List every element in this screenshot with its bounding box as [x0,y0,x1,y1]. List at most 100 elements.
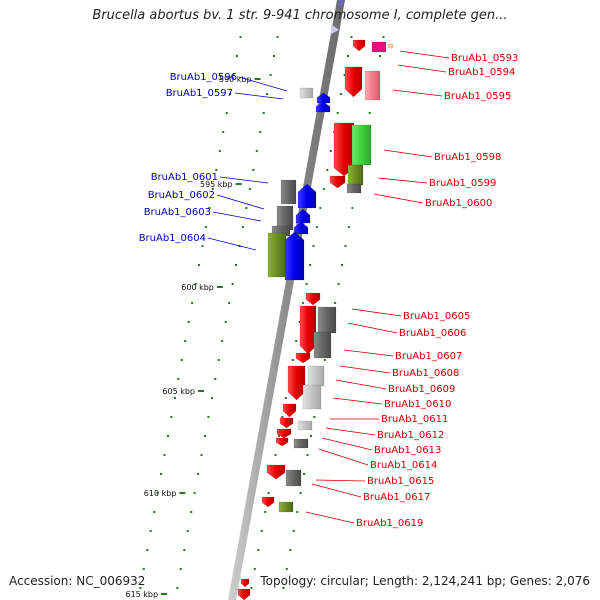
guide-dot [176,587,179,589]
guide-dot [173,397,176,399]
gene-label-reverse[interactable]: BruAb1_0596 [170,72,237,83]
guide-dot [336,112,339,114]
leader-line [305,511,355,524]
gene-arrow-forward [305,292,321,306]
guide-dot [201,245,204,247]
guide-dot [204,226,207,228]
guide-dot [222,131,225,133]
guide-dot [214,378,217,380]
feature-block [346,183,362,194]
feature-block [297,420,313,431]
leader-line [315,479,366,482]
gene-label-reverse[interactable]: BruAb1_0597 [166,88,233,99]
guide-dot [149,530,152,532]
guide-dot [285,568,288,570]
guide-dot [343,74,346,76]
guide-dot [382,36,385,38]
gene-label-forward[interactable]: BruAb1_0613 [374,445,441,456]
guide-dot [253,568,256,570]
leader-line [399,50,450,59]
gene-label-forward[interactable]: BruAb1_0593 [451,53,518,64]
gene-arrow-forward [282,403,297,418]
guide-dot [309,264,311,266]
guide-dot [156,492,159,494]
guide-dot [337,283,340,285]
gene-label-forward[interactable]: BruAb1_0614 [370,460,437,471]
gene-label-reverse[interactable]: BruAb1_0602 [148,190,215,201]
guide-dot [208,207,211,209]
guide-dot [274,454,277,456]
guide-dot [239,36,242,38]
guide-dot [184,340,187,342]
guide-dot [269,74,272,76]
gene-arrow-forward [295,352,311,364]
gene-label-forward[interactable]: BruAb1_0605 [403,311,470,322]
feature-block [278,501,294,513]
gene-label-forward[interactable]: BruAb1_0595 [444,91,511,102]
gene-label-forward[interactable]: BruAb1_0610 [384,399,451,410]
guide-dot [312,245,315,247]
gene-label-reverse[interactable]: BruAb1_0603 [144,207,211,218]
guide-dot [200,454,203,456]
gene-label-forward[interactable]: BruAb1_0608 [392,368,459,379]
leader-line [377,177,428,184]
guide-dot [351,207,354,209]
leader-line [347,322,398,334]
gene-label-forward[interactable]: BruAb1_0606 [399,328,466,339]
feature-block [299,87,314,99]
gene-arrow-forward [240,578,250,588]
gene-label-forward[interactable]: BruAb1_0611 [381,414,448,425]
guide-dot [225,112,228,114]
guide-dot [217,359,220,361]
guide-dot [305,283,308,285]
gene-label-forward[interactable]: BruAb1_0600 [425,198,492,209]
leader-line [234,92,284,100]
gene-arrow-forward [344,66,363,98]
feature-block [293,438,309,449]
guide-dot [260,530,263,532]
guide-dot [329,150,332,152]
scale-label: 595 kbp [200,180,233,189]
guide-dot [160,473,163,475]
gene-label-forward[interactable]: BruAb1_0619 [356,518,423,529]
gene-label-reverse[interactable]: BruAb1_0604 [139,233,206,244]
gene-label-forward[interactable]: BruAb1_0607 [395,351,462,362]
gene-glyphs [237,39,394,600]
gene-label-forward[interactable]: BruAb1_0598 [434,152,501,163]
gene-arrow-forward [287,365,306,401]
gene-label-forward[interactable]: BruAb1_0617 [363,492,430,503]
gene-label-reverse[interactable]: BruAb1_0601 [151,172,218,183]
leader-line [332,397,383,405]
feature-block [387,43,394,49]
gene-label-forward[interactable]: BruAb1_0612 [377,430,444,441]
gene-labels: BruAb1_0593 BruAb1_0594 BruAb1_0595 BruAb1_… [139,50,518,529]
leader-line [339,365,391,374]
guide-dot [193,492,196,494]
guide-dot [315,226,318,228]
guide-dot [228,302,231,304]
gene-label-forward[interactable]: BruAb1_0615 [367,476,434,487]
guide-dot [266,93,269,95]
gene-label-forward[interactable]: BruAb1_0594 [448,67,515,78]
gene-label-forward[interactable]: BruAb1_0609 [388,384,455,395]
gene-arrow-forward [352,39,366,52]
guide-dot [267,492,270,494]
scale-tick [179,492,186,494]
guide-dot [257,549,260,551]
guide-dot [139,587,142,589]
accession-text: Accession: NC_006932 [9,574,146,588]
feature-block [285,469,302,487]
guide-dots [139,36,385,589]
scale-label: 600 kbp [181,283,214,292]
guide-dot [306,454,309,456]
chromosome-backbone [228,0,345,600]
gene-label-forward[interactable]: BruAb1_0599 [429,178,496,189]
guide-dot [273,55,275,57]
guide-dot [191,302,194,304]
feature-block [351,124,372,166]
gene-arrow-forward [266,464,286,480]
leader-line [335,379,387,390]
gene-arrow-reverse [295,208,311,224]
leader-line [392,89,443,97]
gene-arrow-reverse [315,101,331,113]
